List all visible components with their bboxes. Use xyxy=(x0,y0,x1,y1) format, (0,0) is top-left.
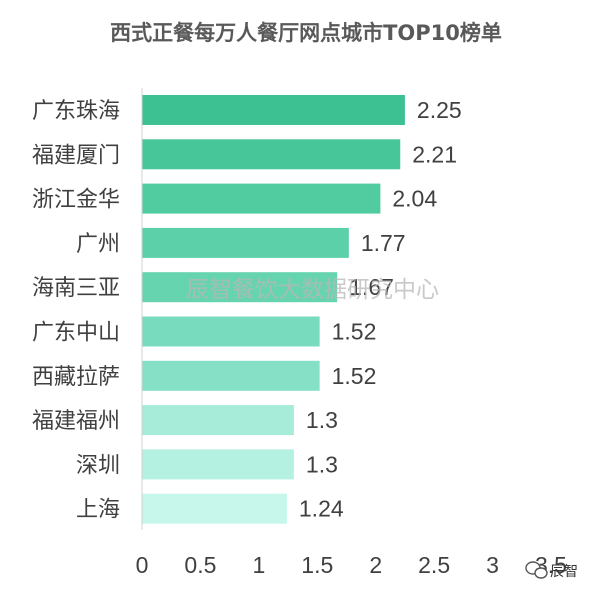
value-label: 2.04 xyxy=(392,186,437,212)
bar xyxy=(142,139,401,170)
x-tick-label: 2 xyxy=(369,552,382,578)
x-tick-label: 3 xyxy=(486,552,499,578)
value-label: 1.3 xyxy=(306,407,338,433)
category-label: 上海 xyxy=(76,498,120,523)
bars xyxy=(142,95,405,524)
logo-text: 辰智 xyxy=(550,564,578,580)
bar xyxy=(142,360,320,391)
category-label: 海南三亚 xyxy=(32,276,120,301)
bar xyxy=(142,449,294,480)
bar xyxy=(142,227,349,258)
category-label: 深圳 xyxy=(76,453,120,478)
value-label: 1.52 xyxy=(332,319,377,345)
category-label: 广东珠海 xyxy=(32,99,120,124)
category-label: 广州 xyxy=(76,232,120,257)
x-tick-label: 0.5 xyxy=(184,552,216,578)
bar xyxy=(142,95,405,125)
logo: 辰智 xyxy=(525,561,578,580)
watermark: 辰智餐饮大数据研究中心 xyxy=(186,277,439,303)
x-tick-label: 1.5 xyxy=(301,552,333,578)
category-label: 浙江金华 xyxy=(32,188,120,213)
value-label: 2.21 xyxy=(412,141,457,167)
value-labels: 2.25 2.21 2.04 1.77 1.67 1.52 1.52 1.3 1.3 1.24 xyxy=(299,97,462,522)
bar xyxy=(142,272,338,303)
chart-title: 西式正餐每万人餐厅网点城市TOP10榜单 xyxy=(110,21,502,45)
x-tick-label: 1 xyxy=(252,552,265,578)
value-label: 1.77 xyxy=(361,230,406,256)
bar xyxy=(142,405,294,436)
value-label: 1.52 xyxy=(332,363,377,389)
value-label: 1.67 xyxy=(349,274,394,300)
x-tick-label: 2.5 xyxy=(418,552,450,578)
x-axis-ticks: 0 0.5 1 1.5 2 2.5 3 3.5 xyxy=(136,552,567,578)
bar xyxy=(142,316,320,347)
category-label: 福建福州 xyxy=(32,409,120,434)
bar xyxy=(142,493,287,524)
category-label: 广东中山 xyxy=(32,321,120,346)
category-label: 福建厦门 xyxy=(32,143,120,168)
value-label: 2.25 xyxy=(417,97,462,123)
x-tick-label: 0 xyxy=(136,552,149,578)
value-label: 1.3 xyxy=(306,451,338,477)
bar xyxy=(142,183,381,214)
value-label: 1.24 xyxy=(299,496,344,522)
wechat-icon xyxy=(525,561,548,579)
category-label: 西藏拉萨 xyxy=(32,365,120,390)
